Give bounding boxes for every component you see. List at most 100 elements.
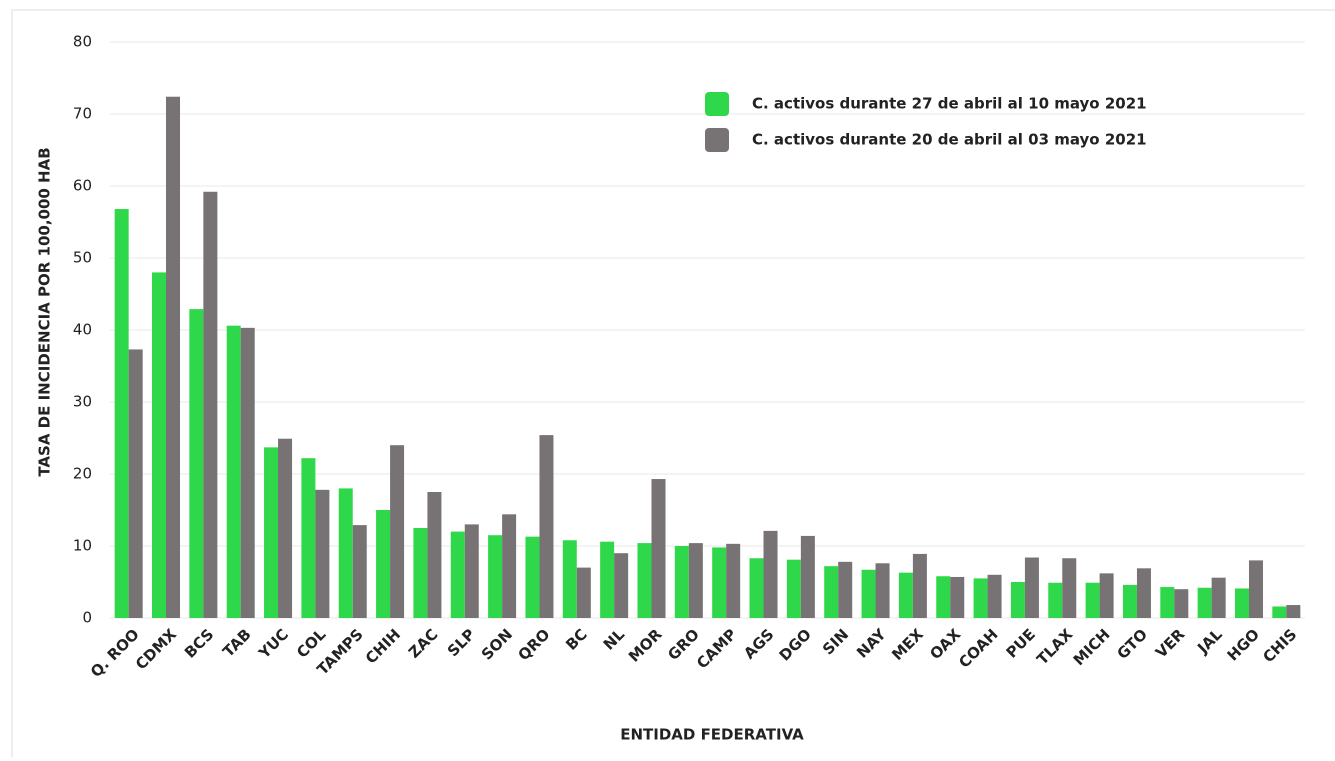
y-tick-label: 30	[73, 393, 92, 411]
bar	[539, 435, 554, 618]
bar	[488, 535, 503, 618]
bar	[203, 191, 218, 618]
x-tick-label: CAMP	[693, 625, 740, 672]
x-tick-label: VER	[1152, 625, 1189, 662]
bar	[1286, 605, 1301, 618]
bar	[749, 558, 764, 618]
x-tick-label: BCS	[181, 625, 217, 661]
bar	[838, 561, 853, 618]
bar	[1211, 577, 1226, 618]
bar	[1136, 568, 1151, 618]
x-tick-label: JAL	[1193, 625, 1226, 658]
bar	[600, 541, 615, 618]
bar	[278, 438, 293, 618]
x-tick-label: CHIH	[362, 625, 404, 667]
legend-swatch	[705, 128, 729, 152]
bar	[1197, 587, 1212, 618]
bar	[450, 531, 465, 618]
x-tick-label: DGO	[776, 625, 815, 664]
x-tick-label: TLAX	[1033, 625, 1076, 668]
y-tick-label: 0	[82, 609, 92, 627]
bar	[114, 209, 129, 619]
bar	[562, 540, 577, 618]
bar	[674, 546, 689, 618]
bar	[861, 569, 876, 618]
bar	[464, 524, 479, 618]
bar	[875, 563, 890, 618]
x-tick-label: AGS	[740, 625, 777, 662]
bar	[973, 578, 988, 618]
bar	[338, 488, 353, 618]
bar	[226, 325, 241, 618]
bar	[786, 559, 801, 618]
bar	[898, 572, 913, 618]
bar	[1048, 582, 1063, 618]
bar	[688, 543, 703, 618]
bar	[264, 447, 279, 618]
legend-swatch	[705, 92, 729, 116]
bar	[166, 96, 181, 619]
bar	[936, 576, 951, 618]
x-tick-label: MEX	[888, 625, 927, 664]
y-axis-label: TASA DE INCIDENCIA POR 100,000 HAB	[36, 147, 54, 476]
bar	[413, 528, 428, 618]
y-tick-label: 10	[73, 537, 92, 555]
legend-label: C. activos durante 20 de abril al 03 may…	[752, 131, 1147, 149]
bar	[912, 553, 927, 618]
bar	[1272, 606, 1287, 618]
bar	[824, 566, 839, 618]
bar	[637, 543, 652, 618]
bar	[1010, 582, 1025, 618]
bar	[800, 535, 815, 618]
bar	[1234, 588, 1249, 618]
x-tick-label: CHIS	[1259, 625, 1300, 666]
x-tick-label: CDMX	[132, 625, 180, 673]
x-tick-label: TAB	[219, 625, 254, 660]
bar	[525, 536, 540, 618]
x-axis-label: ENTIDAD FEDERATIVA	[620, 726, 804, 744]
bar	[189, 309, 204, 618]
bar	[390, 445, 405, 618]
bar	[614, 553, 629, 618]
x-tick-label: GTO	[1113, 625, 1151, 663]
x-tick-label: SIN	[819, 625, 852, 658]
bar	[315, 489, 330, 618]
x-tick-label: MOR	[625, 625, 666, 666]
y-tick-label: 80	[73, 33, 92, 51]
x-tick-label: SON	[478, 625, 516, 663]
bar	[987, 574, 1002, 618]
bar	[1248, 560, 1263, 618]
bar	[726, 543, 741, 618]
bar	[576, 567, 591, 618]
x-tick-label: COAH	[955, 625, 1001, 671]
bar	[128, 349, 143, 618]
bar	[301, 458, 316, 618]
bar	[950, 576, 965, 618]
bar	[1174, 589, 1189, 618]
y-tick-label: 70	[73, 105, 92, 123]
bar	[1062, 558, 1077, 618]
y-tick-label: 50	[73, 249, 92, 267]
bar	[1160, 587, 1175, 618]
x-tick-label: NL	[600, 625, 629, 654]
x-tick-label: Q. ROO	[87, 625, 143, 681]
bar	[1099, 573, 1114, 618]
y-tick-label: 40	[73, 321, 92, 339]
bar	[712, 547, 727, 618]
bar	[427, 492, 442, 618]
x-tick-label: SLP	[444, 625, 479, 660]
frame	[11, 9, 1335, 761]
bar	[1085, 582, 1100, 618]
y-tick-label: 20	[73, 465, 92, 483]
x-tick-label: HGO	[1224, 625, 1263, 664]
bar	[376, 510, 391, 618]
x-tick-label: NAY	[853, 624, 890, 661]
bar	[763, 530, 778, 618]
x-tick-label: ZAC	[405, 625, 441, 661]
bar	[1024, 557, 1039, 618]
bar	[152, 272, 167, 618]
x-tick-label: YUC	[255, 625, 293, 663]
x-tick-label: QRO	[515, 625, 554, 664]
bar	[651, 479, 666, 618]
